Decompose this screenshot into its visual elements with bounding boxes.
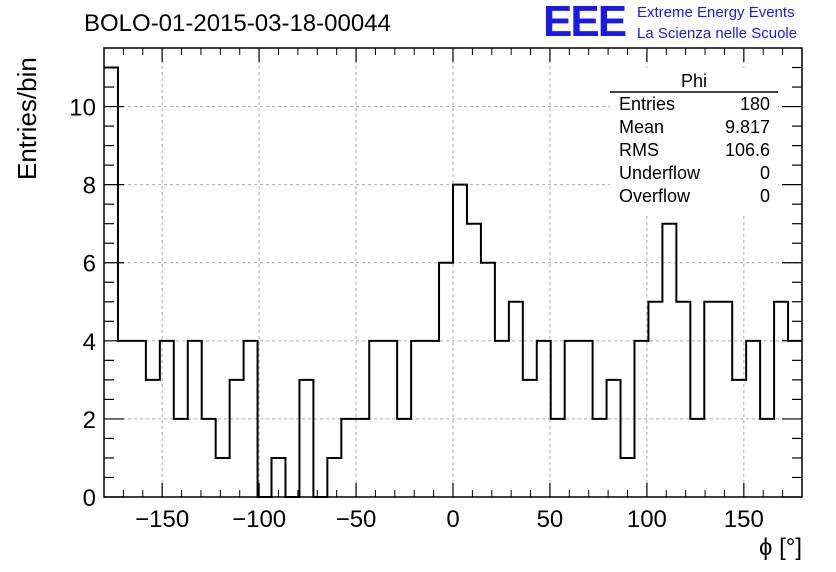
histogram-bin — [481, 263, 495, 497]
histogram-bin — [244, 341, 258, 497]
histogram-bin — [760, 419, 774, 497]
histogram-bin — [132, 341, 146, 497]
histogram-bin — [648, 302, 662, 497]
histogram-bin — [537, 341, 551, 497]
histogram-series — [104, 66, 802, 498]
y-tick-label: 8 — [83, 173, 96, 200]
histogram-bin — [509, 302, 523, 497]
logo-line-1: Extreme Energy Events — [637, 4, 795, 21]
x-tick-label: −150 — [135, 506, 189, 533]
histogram-bin — [383, 341, 397, 497]
x-tick-label: −50 — [336, 506, 377, 533]
logo-line-2: La Scienza nelle Scuole — [637, 25, 798, 42]
histogram-bin — [718, 302, 732, 497]
histogram-bin — [593, 419, 607, 497]
histogram-bin — [202, 419, 216, 497]
stats-label: RMS — [619, 140, 659, 160]
axes — [103, 47, 803, 498]
histogram-line — [104, 66, 802, 498]
stats-value: 106.6 — [725, 140, 770, 160]
x-tick-label: 100 — [627, 506, 667, 533]
histogram-bin — [732, 380, 746, 497]
x-tick-label: 150 — [724, 506, 764, 533]
histogram-bin — [565, 341, 579, 497]
histogram-bin — [551, 419, 565, 497]
stats-value: 0 — [760, 163, 770, 183]
histogram-bin — [160, 341, 174, 497]
stats-label: Overflow — [619, 186, 691, 206]
histogram-bin — [662, 224, 676, 497]
histogram-bin — [411, 341, 425, 497]
histogram-bin — [174, 419, 188, 497]
y-axis-label: Entries/bin — [12, 57, 42, 180]
x-tick-label: 0 — [446, 506, 459, 533]
histogram-bin — [690, 419, 704, 497]
histogram-bin — [425, 341, 439, 497]
histogram-bin — [774, 302, 788, 497]
histogram-bin — [216, 458, 230, 497]
histogram-bin — [634, 341, 648, 497]
stats-label: Underflow — [619, 163, 701, 183]
y-tick-label: 6 — [83, 251, 96, 278]
histogram-bin — [453, 185, 467, 497]
tick-labels: −150 −100 −50 0 50 100 150 0 2 4 6 8 10 — [69, 95, 764, 533]
histogram-bin — [188, 341, 202, 497]
histogram-bin — [676, 302, 690, 497]
x-tick-label: −100 — [232, 506, 286, 533]
histogram-bin — [467, 224, 481, 497]
histogram-bin — [746, 341, 760, 497]
histogram-bin — [495, 341, 509, 497]
histogram-bin — [704, 302, 718, 497]
histogram-bin — [299, 380, 313, 497]
eee-logo: EEE — [543, 0, 627, 46]
histogram-bin — [607, 380, 621, 497]
histogram-bin — [230, 380, 244, 497]
y-tick-label: 4 — [83, 329, 96, 356]
histogram-bin — [369, 341, 383, 497]
stats-value: 9.817 — [725, 117, 770, 137]
histogram-bin — [579, 341, 593, 497]
y-tick-label: 10 — [69, 95, 96, 122]
plot-title: BOLO-01-2015-03-18-00044 — [84, 10, 391, 37]
histogram-bin — [355, 419, 369, 497]
y-tick-label: 0 — [83, 485, 96, 512]
histogram-bin — [146, 380, 160, 497]
stats-label: Entries — [619, 94, 675, 114]
y-tick-label: 2 — [83, 407, 96, 434]
x-axis-label: ϕ [°] — [758, 534, 802, 561]
stats-label: Mean — [619, 117, 664, 137]
x-tick-label: 50 — [537, 506, 564, 533]
stats-value: 0 — [760, 186, 770, 206]
histogram-bin — [341, 419, 355, 497]
histogram-bin — [397, 419, 411, 497]
histogram-bin — [523, 380, 537, 497]
histogram-bin — [327, 458, 341, 497]
stats-value: 180 — [740, 94, 770, 114]
stats-title: Phi — [681, 71, 707, 91]
histogram-bin — [439, 263, 453, 497]
stats-box: Phi Entries 180 Mean 9.817 RMS 106.6 Underflow 0… — [610, 68, 778, 214]
